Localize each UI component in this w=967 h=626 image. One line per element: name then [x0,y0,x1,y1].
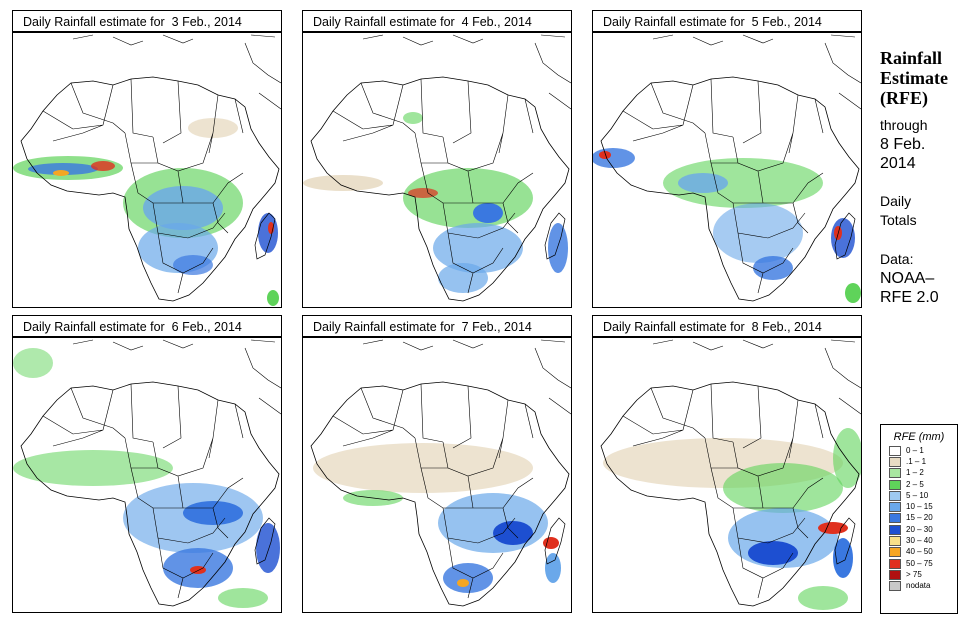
legend-swatch [889,558,901,569]
panel-feb-3: Daily Rainfall estimate for 3 Feb., 2014 [12,10,284,310]
through-label: through [880,117,928,133]
legend-label: 2 – 5 [906,479,924,489]
rainfall-map [302,32,572,308]
legend-swatch [889,524,901,535]
legend-swatch [889,536,901,547]
panel-feb-7: Daily Rainfall estimate for 7 Feb., 2014 [302,315,574,615]
data-line: RFE 2.0 [880,289,939,306]
legend-item: 2 – 5 [881,479,957,490]
totals-line: Daily [880,193,912,209]
legend-swatch [889,502,901,513]
legend-label: .1 – 1 [906,456,927,466]
totals-line: Totals [880,212,917,228]
legend-label: 1 – 2 [906,468,924,478]
legend-swatch [889,581,901,592]
title-line: Rainfall [880,48,943,68]
through-date: 8 Feb. [880,136,926,153]
rainfall-map [302,337,572,613]
legend-label: 50 – 75 [906,558,933,568]
legend-item: 20 – 30 [881,524,957,535]
legend-item: .1 – 1 [881,456,957,467]
rainfall-field [13,348,280,608]
legend-item: > 75 [881,569,957,580]
legend-swatch [889,490,901,501]
legend-swatch [889,569,901,580]
rainfall-field [593,148,861,303]
legend-label: 30 – 40 [906,536,933,546]
totals-text: Daily Totals [880,192,917,230]
legend-title: RFE (mm) [893,431,945,443]
legend-item: 5 – 10 [881,490,957,501]
legend-label: 5 – 10 [906,490,929,500]
panel-title: Daily Rainfall estimate for 4 Feb., 2014 [302,10,572,32]
rainfall-map [592,337,862,613]
panel-title: Daily Rainfall estimate for 8 Feb., 2014 [592,315,862,337]
panel-feb-4: Daily Rainfall estimate for 4 Feb., 2014 [302,10,574,310]
legend-item: 15 – 20 [881,513,957,524]
legend-label: 20 – 30 [906,524,933,534]
legend-item: 1 – 2 [881,468,957,479]
rainfall-field [13,118,279,306]
title-line: (RFE) [880,88,928,108]
legend-swatch [889,513,901,524]
panel-title: Daily Rainfall estimate for 6 Feb., 2014 [12,315,282,337]
legend-item: 40 – 50 [881,547,957,558]
panel-feb-5: Daily Rainfall estimate for 5 Feb., 2014 [592,10,864,310]
legend-swatch [889,479,901,490]
rainfall-field [313,443,561,593]
legend-swatch [889,445,901,456]
data-line: Data: [880,251,914,267]
panel-feb-6: Daily Rainfall estimate for 6 Feb., 2014 [12,315,284,615]
data-line: NOAA– [880,270,935,287]
panel-title: Daily Rainfall estimate for 5 Feb., 2014 [592,10,862,32]
rainfall-map [12,337,282,613]
through-text: through 8 Feb. 2014 [880,116,927,173]
legend-item: nodata [881,581,957,592]
legend-label: 10 – 15 [906,502,933,512]
rainfall-field [303,112,568,293]
legend-item: 30 – 40 [881,535,957,547]
rainfall-field [603,428,861,610]
panel-title: Daily Rainfall estimate for 7 Feb., 2014 [302,315,572,337]
sidebar-title: Rainfall Estimate (RFE) [880,48,948,108]
title-line: Estimate [880,68,948,88]
legend-item: 50 – 75 [881,558,957,569]
panel-feb-8: Daily Rainfall estimate for 8 Feb., 2014 [592,315,864,615]
legend-label: 40 – 50 [906,547,933,557]
panel-title: Daily Rainfall estimate for 3 Feb., 2014 [12,10,282,32]
rainfall-map [12,32,282,308]
legend-label: > 75 [906,569,922,579]
legend-label: 15 – 20 [906,513,933,523]
legend-swatch [889,456,901,467]
legend-swatch [889,547,901,558]
legend-item: 10 – 15 [881,501,957,513]
legend-swatch [889,468,901,479]
rainfall-map [592,32,862,308]
legend-label: 0 – 1 [906,445,924,455]
data-source-text: Data: NOAA– RFE 2.0 [880,250,939,307]
through-year: 2014 [880,155,916,172]
legend-item: 0 – 1 [881,445,957,456]
legend-label: nodata [906,581,931,591]
